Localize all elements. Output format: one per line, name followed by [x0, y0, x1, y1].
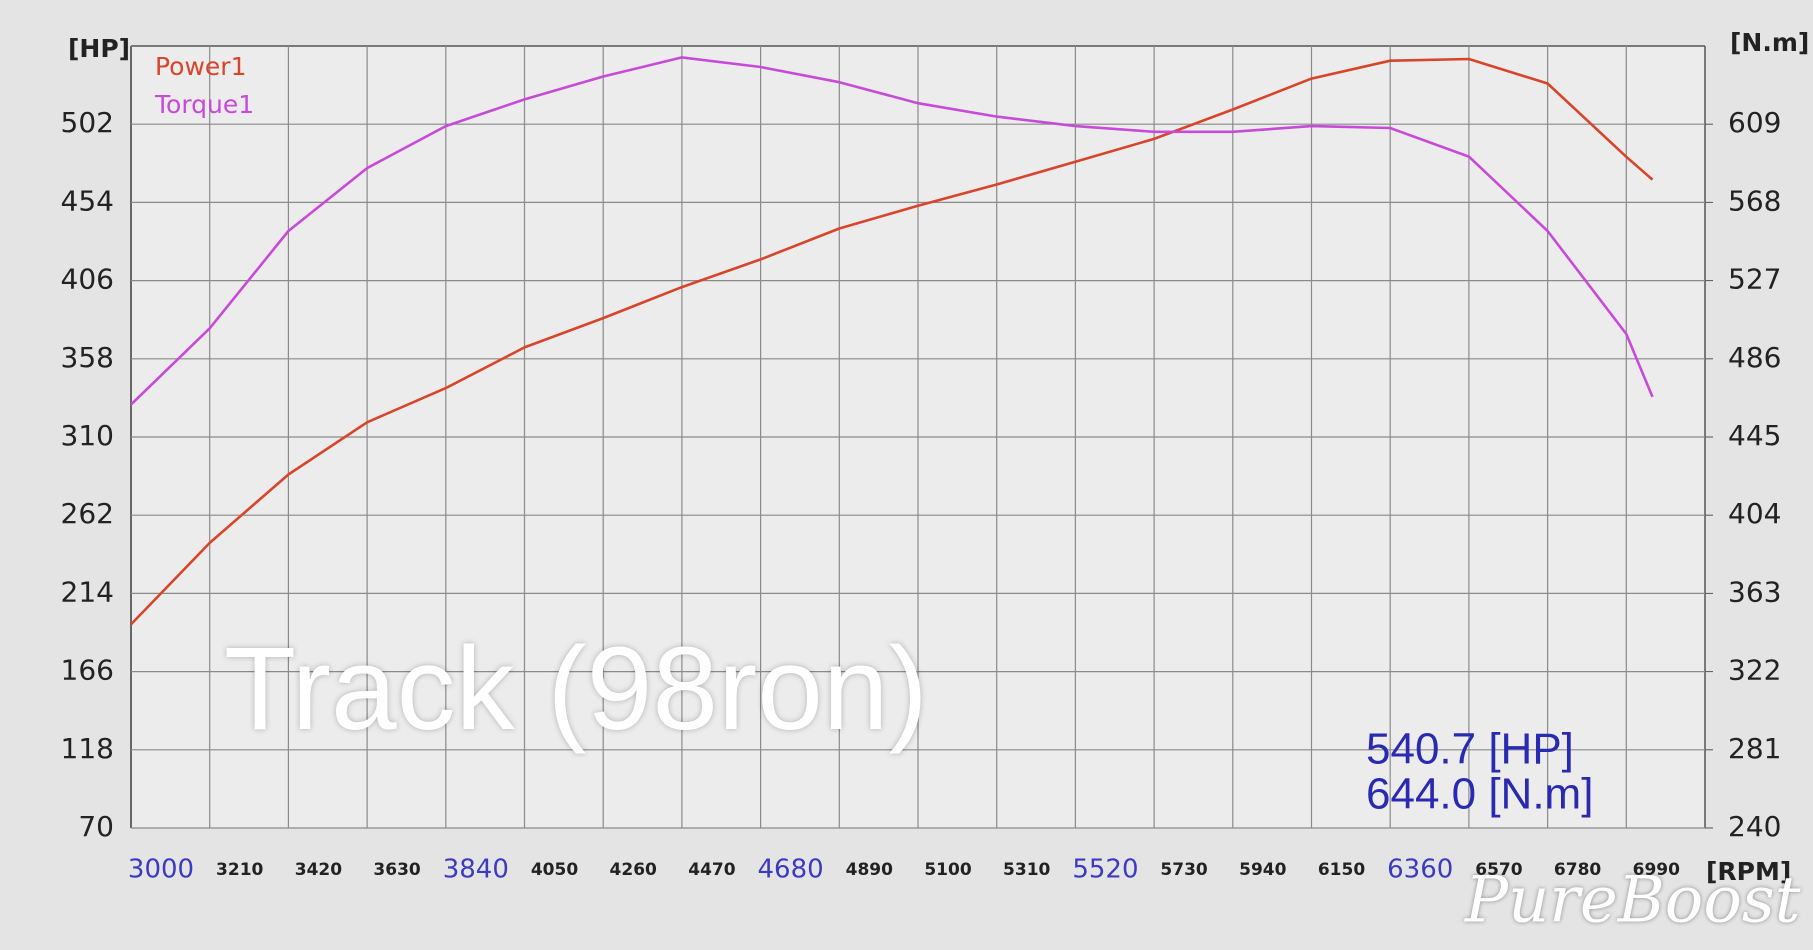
- legend-entry: Torque1: [154, 90, 254, 119]
- x-tick-label: 4470: [688, 860, 735, 880]
- x-tick-label: 4260: [610, 860, 657, 880]
- series-line: [130, 57, 1654, 626]
- x-tick-label: 5940: [1239, 860, 1286, 880]
- y2-tick-label: 609: [1728, 106, 1781, 139]
- grid: [130, 45, 1713, 829]
- y2-tick-label: 240: [1728, 810, 1781, 843]
- y2-axis-label: [N.m]: [1730, 28, 1809, 57]
- x-tick-label: 5100: [924, 860, 971, 880]
- x-tick-label: 6990: [1633, 860, 1680, 880]
- x-tick-label: 4050: [531, 860, 578, 880]
- y2-tick-label: 486: [1728, 341, 1781, 374]
- y2-tick-label: 527: [1728, 263, 1781, 296]
- y-tick-label: 166: [61, 654, 114, 687]
- y-tick-label: 454: [61, 184, 114, 217]
- x-tick-label: 3420: [295, 860, 342, 880]
- y2-tick-label: 445: [1728, 419, 1781, 452]
- y-axis-label: [HP]: [68, 34, 130, 63]
- y-tick-label: 502: [61, 106, 114, 139]
- y2-tick-label: 363: [1728, 575, 1781, 608]
- x-tick-label: 3210: [216, 860, 263, 880]
- peak-torque: 644.0 [N.m]: [1366, 770, 1593, 819]
- x-tick-label: 4680: [758, 855, 824, 885]
- y-tick-label: 118: [61, 732, 114, 765]
- x-tick-label: 3630: [373, 860, 420, 880]
- y-tick-label: 70: [78, 810, 114, 843]
- y2-tick-label: 322: [1728, 654, 1781, 687]
- y2-tick-label: 281: [1728, 732, 1781, 765]
- x-tick-label: 5520: [1072, 855, 1138, 885]
- y-tick-label: 262: [61, 497, 114, 530]
- y-tick-label: 358: [61, 341, 114, 374]
- legend-entry: Power1: [155, 52, 247, 81]
- x-tick-label: 4890: [846, 860, 893, 880]
- y-tick-label: 310: [61, 419, 114, 452]
- overlay-title: Track (98ron): [224, 623, 928, 755]
- x-tick-label: 3840: [443, 855, 509, 885]
- x-tick-label: 5310: [1003, 860, 1050, 880]
- watermark: PureBoost: [1464, 864, 1801, 938]
- x-tick-label: 3000: [128, 855, 194, 885]
- y-tick-label: 406: [61, 263, 114, 296]
- x-tick-label: 6150: [1318, 860, 1365, 880]
- y2-tick-label: 404: [1728, 497, 1781, 530]
- peak-power: 540.7 [HP]: [1366, 725, 1574, 774]
- x-tick-label: 6570: [1475, 860, 1522, 880]
- x-tick-label: 5730: [1160, 860, 1207, 880]
- x-axis-label: [RPM]: [1706, 857, 1791, 886]
- x-tick-label: 6780: [1554, 860, 1601, 880]
- y-tick-label: 214: [61, 575, 114, 608]
- x-tick-label: 6360: [1387, 855, 1453, 885]
- series-line: [130, 56, 1654, 406]
- lines: [130, 56, 1654, 626]
- y2-tick-label: 568: [1728, 184, 1781, 217]
